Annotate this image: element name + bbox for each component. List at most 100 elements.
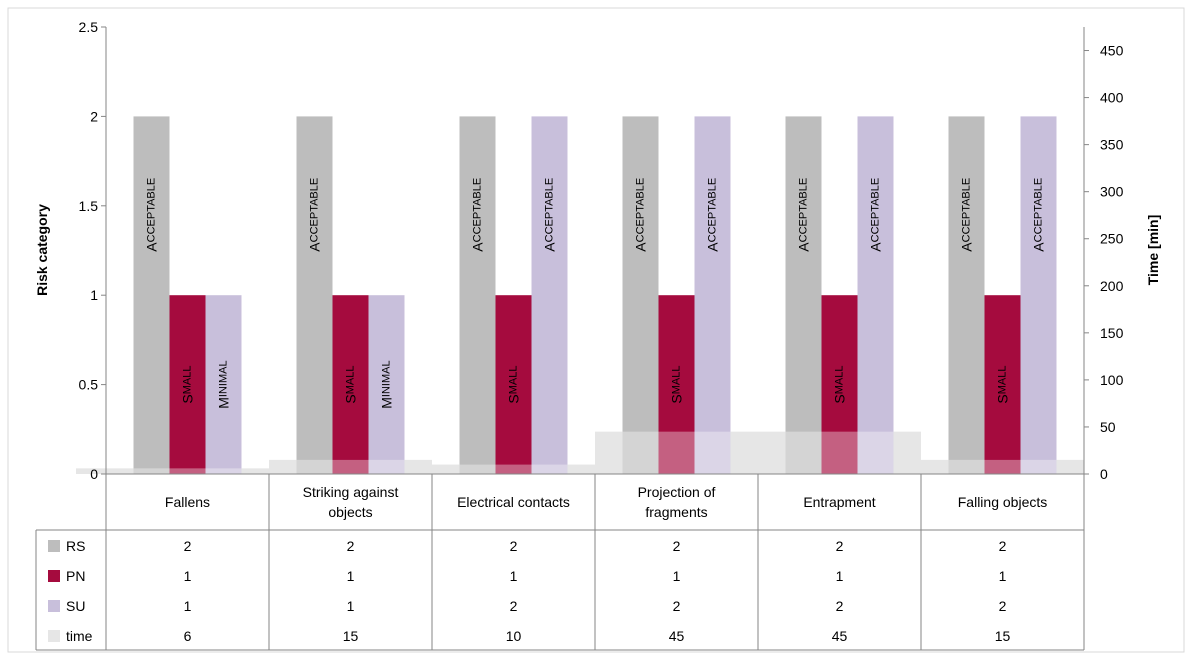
right-tick-label: 300 (1100, 184, 1124, 200)
category-label: Falling objects (958, 494, 1048, 510)
table-cell: 1 (184, 598, 192, 614)
data-table: Fallens Striking against objects Electrical… (35, 473, 1085, 651)
label-rest: CCEPTABLE (707, 178, 719, 243)
bar-label: ACCEPTABLE (796, 178, 812, 252)
right-tick-label: 200 (1100, 278, 1124, 294)
left-tick-label: 2 (90, 108, 98, 124)
bar-pn (821, 295, 858, 474)
bar-su (531, 116, 568, 475)
time-overlay-segment (133, 468, 242, 474)
table-cell: 2 (999, 538, 1007, 554)
time-overlay-segment (785, 431, 894, 474)
bar-rs (622, 116, 659, 475)
label-initial: A (144, 242, 160, 252)
table-cell: 10 (506, 628, 522, 644)
bar-label: SMALL (669, 366, 685, 404)
bar-label: SMALL (995, 366, 1011, 404)
label-rest: MALL (508, 366, 520, 395)
right-axis-title: Time [min] (1145, 215, 1161, 286)
label-rest: MALL (345, 366, 357, 395)
right-tick-label: 50 (1100, 419, 1116, 435)
left-tick-label: 0.5 (79, 377, 99, 393)
right-tick-label: 150 (1100, 325, 1124, 341)
table-cell: 1 (347, 568, 355, 584)
bar-label: MINIMAL (216, 360, 232, 408)
bar-label: SMALL (180, 366, 196, 404)
bar-label: ACCEPTABLE (144, 178, 160, 252)
legend-label: PN (66, 568, 85, 584)
bar-label: SMALL (832, 366, 848, 404)
table-cell: 1 (673, 568, 681, 584)
label-rest: MALL (834, 366, 846, 395)
label-rest: MALL (671, 366, 683, 395)
label-initial: A (470, 242, 486, 252)
table-cell: 2 (836, 538, 844, 554)
bar-su (368, 295, 405, 474)
bar-label: ACCEPTABLE (633, 178, 649, 252)
bar-label: ACCEPTABLE (307, 178, 323, 252)
label-initial: S (669, 394, 685, 403)
bars-layer (133, 116, 1057, 475)
label-rest: MALL (182, 366, 194, 395)
label-rest: CCEPTABLE (961, 178, 973, 243)
right-tick-label: 450 (1100, 43, 1124, 59)
legend-key-pn (48, 570, 60, 582)
label-rest: CCEPTABLE (472, 178, 484, 243)
label-initial: S (343, 394, 359, 403)
bar-pn (658, 295, 695, 474)
bar-labels-layer: ACCEPTABLEACCEPTABLEACCEPTABLEACCEPTABLE… (144, 178, 1047, 409)
bar-rs (133, 116, 170, 475)
axes-layer: 0 0.5 1 1.5 2 2.5 0 50 100 150 200 250 300 350 400 450 R… (34, 19, 1161, 482)
label-initial: A (959, 242, 975, 252)
table-cell: 45 (832, 628, 848, 644)
right-tick-label: 350 (1100, 137, 1124, 153)
left-tick-label: 1.5 (79, 198, 99, 214)
table-cell: 2 (673, 538, 681, 554)
bar-su (857, 116, 894, 475)
category-label: Entrapment (803, 494, 875, 510)
category-label: objects (328, 504, 372, 520)
label-rest: CCEPTABLE (146, 178, 158, 243)
table-cell: 2 (510, 538, 518, 554)
bar-label: SMALL (343, 366, 359, 404)
category-label: Projection of (638, 484, 716, 500)
legend-key-time (48, 630, 60, 642)
left-axis-title: Risk category (34, 204, 50, 296)
label-rest: CCEPTABLE (870, 178, 882, 243)
label-initial: A (868, 242, 884, 252)
table-cell: 1 (836, 568, 844, 584)
label-rest: INIMAL (381, 360, 393, 397)
bar-su (1020, 116, 1057, 475)
label-rest: CCEPTABLE (635, 178, 647, 243)
legend-label: SU (66, 598, 85, 614)
bar-rs (459, 116, 496, 475)
category-label: fragments (645, 504, 707, 520)
legend-label: RS (66, 538, 85, 554)
label-initial: A (796, 242, 812, 252)
label-initial: A (1031, 242, 1047, 252)
right-tick-label: 250 (1100, 231, 1124, 247)
table-cell: 2 (510, 598, 518, 614)
bar-label: ACCEPTABLE (868, 178, 884, 252)
time-overlay-segment (622, 431, 731, 474)
label-rest: INIMAL (218, 360, 230, 397)
table-cell: 2 (836, 598, 844, 614)
label-initial: A (633, 242, 649, 252)
bar-rs (785, 116, 822, 475)
bar-label: ACCEPTABLE (1031, 178, 1047, 252)
left-tick-label: 0 (90, 466, 98, 482)
legend-key-su (48, 600, 60, 612)
bar-pn (169, 295, 206, 474)
time-overlay-segment (296, 459, 405, 474)
table-cell: 1 (999, 568, 1007, 584)
legend-key-rs (48, 540, 60, 552)
left-tick-label: 2.5 (79, 19, 99, 35)
label-rest: CCEPTABLE (1033, 178, 1045, 243)
label-initial: S (180, 394, 196, 403)
table-cell: 2 (999, 598, 1007, 614)
bar-su (205, 295, 242, 474)
table-cell: 6 (184, 628, 192, 644)
time-overlay-segment (459, 464, 568, 474)
